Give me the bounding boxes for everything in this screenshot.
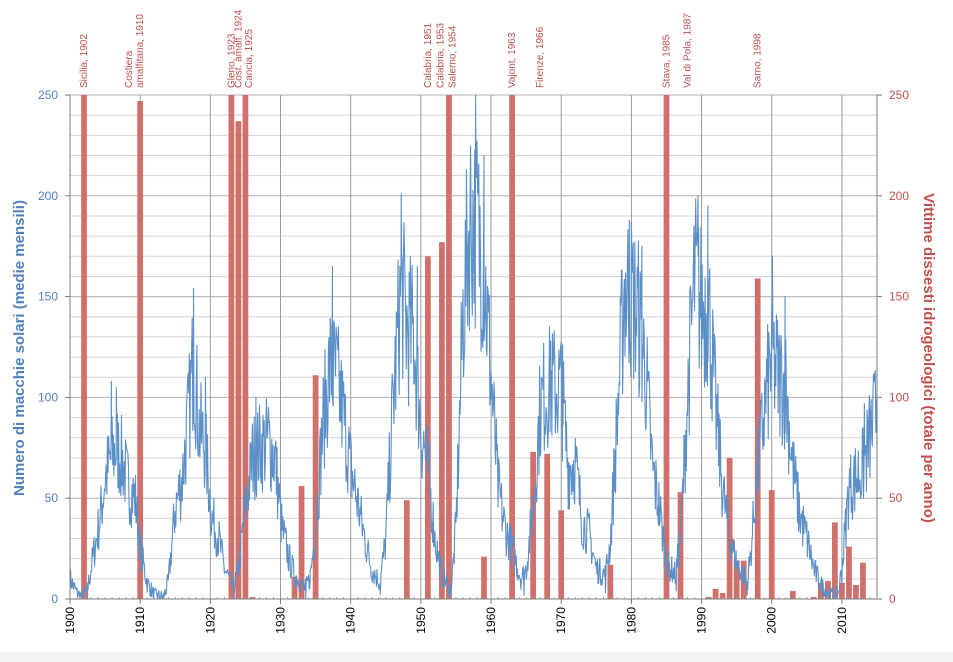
y-tick-left-label: 250 <box>38 88 58 102</box>
tick-labels: 0 50 100 150 200 250 0 50 100 150 200 250 1900 1910 19… <box>38 88 909 634</box>
victims-bar <box>846 546 852 599</box>
victims-bar <box>768 490 775 599</box>
victims-bar <box>860 562 866 599</box>
x-tick-label: 1990 <box>695 607 709 634</box>
victims-bar <box>509 95 515 599</box>
victims-bar <box>81 95 87 599</box>
victims-bar <box>439 242 445 599</box>
event-annotation: Firenze, 1966 <box>535 26 546 88</box>
event-annotation: Cost. amalf. 1924 <box>233 9 244 88</box>
x-tick-label: 1980 <box>624 607 638 634</box>
x-tick-label: 1970 <box>554 607 568 634</box>
victims-bar <box>446 95 452 599</box>
sunspot-line-layer <box>69 94 878 600</box>
x-tick-label: 1960 <box>484 607 498 634</box>
event-annotation: Stava, 1985 <box>661 34 672 88</box>
victims-bar <box>607 564 614 599</box>
event-annotation: Val di Pola, 1987 <box>683 13 694 88</box>
event-annotation: Vajont, 1963 <box>507 32 518 88</box>
victims-bar <box>663 95 670 599</box>
bottom-strip <box>0 652 953 662</box>
victims-bar <box>719 592 726 599</box>
y-tick-right-label: 0 <box>889 592 896 606</box>
x-tick-label: 1950 <box>414 607 428 634</box>
victims-bar <box>789 590 796 599</box>
victims-bar <box>298 486 305 599</box>
y-tick-left-label: 50 <box>45 491 59 505</box>
victims-bar <box>291 576 298 599</box>
y-tick-right-label: 250 <box>889 88 909 102</box>
sunspot-line <box>69 94 878 600</box>
victims-bar <box>712 588 719 599</box>
event-annotation: amalfitana, 1910 <box>135 14 146 88</box>
event-annotation: Calabria, 1953 <box>436 23 447 88</box>
victims-bar <box>228 95 235 599</box>
y-tick-right-label: 50 <box>889 491 903 505</box>
x-tick-label: 1940 <box>344 607 358 634</box>
victims-bar <box>242 95 249 599</box>
victims-bar <box>853 584 859 599</box>
victims-bar <box>817 582 824 599</box>
victims-bar <box>839 582 845 599</box>
annotations: Sicilia, 1902 Costiera amalfitana, 1910 Gle… <box>79 9 764 88</box>
y-tick-right-label: 200 <box>889 189 909 203</box>
y-tick-left-label: 100 <box>38 390 58 404</box>
victims-bar <box>544 453 551 599</box>
x-tick-label: 2000 <box>765 607 779 634</box>
victims-bar <box>235 121 242 599</box>
victims-bar <box>312 375 319 599</box>
victims-bar <box>530 451 537 599</box>
y-tick-right-label: 150 <box>889 290 909 304</box>
y-tick-left-label: 150 <box>38 290 58 304</box>
victims-bar <box>726 457 733 599</box>
x-tick-label: 1920 <box>203 607 217 634</box>
victims-bar <box>733 560 740 599</box>
victims-bar <box>403 500 410 599</box>
victims-bar <box>137 101 144 599</box>
event-annotation: Calabria, 1951 <box>423 23 434 88</box>
y-axis-right-title: Vittime dissesti idrogeologici (totale p… <box>920 193 937 523</box>
y-tick-right-label: 100 <box>889 390 909 404</box>
y-tick-left-label: 0 <box>51 592 58 606</box>
event-annotation: Cancia, 1925 <box>244 29 255 88</box>
x-tick-label: 1900 <box>63 607 77 634</box>
victims-bar <box>425 256 431 599</box>
event-annotation: Sarno, 1998 <box>753 33 764 88</box>
event-annotation: Gleno, 1923 <box>226 33 237 88</box>
event-annotation: Sicilia, 1902 <box>79 34 90 88</box>
event-annotation: Costiera <box>124 50 135 88</box>
victims-bar <box>558 510 565 599</box>
victims-bar <box>832 522 838 599</box>
x-tick-label: 2010 <box>835 607 849 634</box>
victims-bar <box>481 556 487 599</box>
y-tick-left-label: 200 <box>38 189 58 203</box>
y-axis-left-title: Numero di macchie solari (medie mensili) <box>11 200 28 496</box>
event-annotation: Salerno, 1954 <box>447 25 458 88</box>
victims-bars <box>81 95 866 599</box>
x-tick-label: 1930 <box>274 607 288 634</box>
victims-bar <box>825 580 831 599</box>
axes <box>65 94 882 604</box>
x-tick-label: 1910 <box>133 607 147 634</box>
